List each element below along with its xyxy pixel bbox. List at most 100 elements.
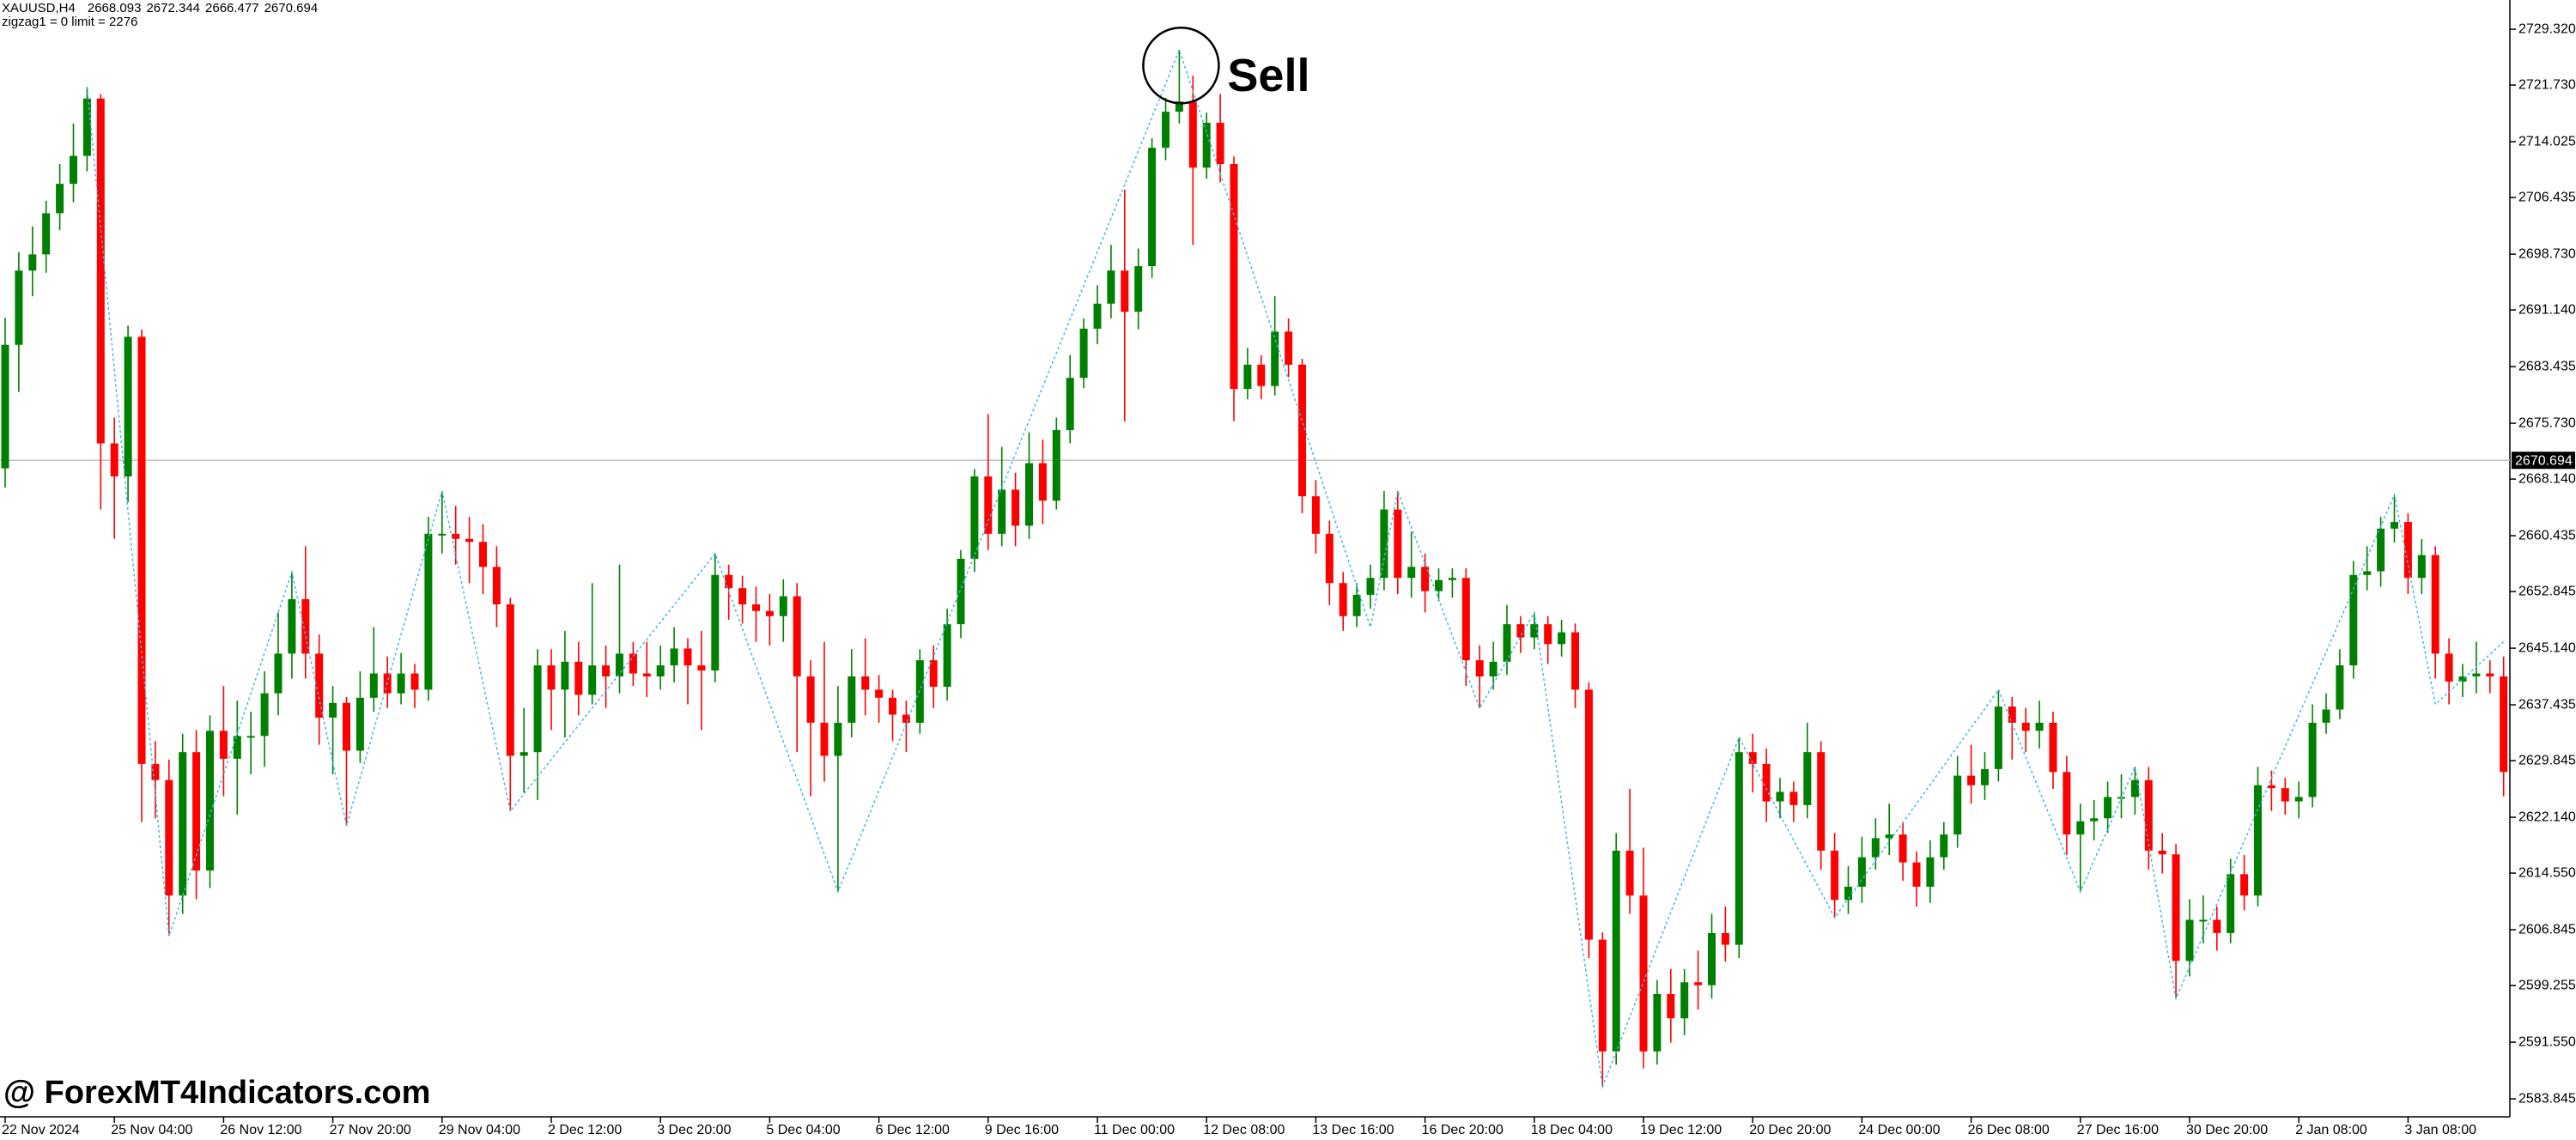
candle-body <box>765 610 774 616</box>
candle-body <box>1994 706 2002 769</box>
candle-body <box>56 184 64 214</box>
candle-body <box>233 736 241 759</box>
candle-body <box>1885 834 1893 839</box>
candle-body <box>998 489 1006 534</box>
candle-body <box>2049 722 2057 773</box>
y-tick-label: 2606.845 <box>2518 922 2576 937</box>
candle-body <box>329 702 337 718</box>
indicator-label: zigzag1 = 0 limit = 2276 <box>2 15 137 29</box>
candle-body <box>2185 919 2194 961</box>
x-tick-label: 9 Dec 16:00 <box>985 1123 1059 1137</box>
x-tick-label: 18 Dec 04:00 <box>1531 1123 1613 1137</box>
candle-body <box>2281 788 2289 802</box>
x-tick-label: 26 Nov 12:00 <box>220 1123 301 1137</box>
x-tick-label: 12 Dec 08:00 <box>1203 1123 1285 1137</box>
candle-body <box>902 714 910 723</box>
candle-body <box>2130 779 2139 797</box>
candle-body <box>70 155 77 185</box>
header-ohlc-value: 2670.694 <box>264 1 319 15</box>
candle-body <box>820 722 829 756</box>
candle-body <box>806 676 815 723</box>
candle-body <box>1298 364 1306 497</box>
candle-body <box>1926 857 1935 887</box>
candle-body <box>1748 752 1757 764</box>
y-tick-label: 2660.435 <box>2518 528 2576 543</box>
candle-body <box>151 763 160 780</box>
candle-body <box>1162 112 1170 149</box>
candle-body <box>110 443 118 477</box>
candle-body <box>1558 632 1566 645</box>
y-tick-label: 2614.550 <box>2518 865 2576 880</box>
candle-body <box>42 213 51 255</box>
candle-body <box>260 693 269 737</box>
candle-body <box>1052 430 1060 501</box>
candle-body <box>1175 101 1183 112</box>
watermark: @ ForexMT4Indicators.com <box>3 1075 430 1111</box>
candle-body <box>192 752 201 871</box>
zigzag-line <box>86 48 2505 1089</box>
y-tick-label: 2675.730 <box>2518 415 2576 430</box>
candle-body <box>1530 624 1539 638</box>
candle-body <box>2240 874 2249 896</box>
candle-body <box>1571 632 1579 690</box>
candle-body <box>875 689 884 698</box>
x-tick-label: 29 Nov 04:00 <box>439 1123 520 1137</box>
candle-body <box>2063 772 2071 835</box>
candle-body <box>1079 328 1088 379</box>
candle-body <box>1461 578 1470 661</box>
x-tick-label: 11 Dec 00:00 <box>1094 1123 1175 1137</box>
candle-body <box>1694 982 1703 985</box>
candle-body <box>1285 331 1293 365</box>
candle-body <box>1066 378 1074 431</box>
candle-body <box>2458 676 2467 682</box>
candle-body <box>2035 722 2044 731</box>
candle-body <box>519 752 528 756</box>
candle-body <box>642 673 651 676</box>
candle-body <box>1940 834 1948 858</box>
candle-body <box>533 665 542 753</box>
candle-body <box>355 697 364 751</box>
candle-body <box>1025 463 1033 526</box>
candle-body <box>725 574 733 589</box>
candle-body <box>848 676 856 723</box>
candle-body <box>1584 689 1593 940</box>
candle-body <box>2090 818 2099 822</box>
candle-body <box>124 337 132 477</box>
x-tick-label: 5 Dec 04:00 <box>766 1123 840 1137</box>
candle-body <box>2254 785 2262 896</box>
candle-body <box>2322 709 2330 723</box>
candle-body <box>1325 533 1334 584</box>
candle-body <box>274 653 283 694</box>
y-tick-label: 2668.140 <box>2518 471 2576 486</box>
candle-body <box>410 673 419 690</box>
candle-body <box>1311 496 1320 534</box>
candle-body <box>1953 775 1962 835</box>
y-tick-label: 2622.140 <box>2518 810 2576 824</box>
candle-body <box>369 673 378 698</box>
candle-body <box>424 533 433 690</box>
candle-body <box>288 599 296 654</box>
candle-body <box>1680 982 1689 1019</box>
candle-body <box>479 542 487 567</box>
candle-body <box>2377 528 2385 572</box>
x-tick-label: 3 Dec 20:00 <box>657 1123 731 1137</box>
y-tick-label: 2683.435 <box>2518 359 2576 373</box>
candle-body <box>616 653 623 676</box>
candle-body <box>1 344 9 469</box>
x-tick-label: 26 Dec 08:00 <box>1968 1123 2050 1137</box>
candle-body <box>2158 850 2166 855</box>
x-tick-label: 20 Dec 20:00 <box>1749 1123 1831 1137</box>
candle-body <box>1653 993 1662 1052</box>
y-tick-label: 2721.730 <box>2518 77 2576 92</box>
annotation-circle <box>1142 26 1220 105</box>
candle-body <box>547 665 556 690</box>
last-price-box <box>2512 452 2575 470</box>
candle-body <box>452 533 460 539</box>
candle-body <box>2104 797 2112 819</box>
candle-body <box>574 661 583 695</box>
candle-body <box>1352 594 1361 616</box>
candle-body <box>1366 578 1375 595</box>
y-tick-label: 2714.025 <box>2518 134 2576 149</box>
y-tick-label: 2652.845 <box>2518 584 2576 598</box>
